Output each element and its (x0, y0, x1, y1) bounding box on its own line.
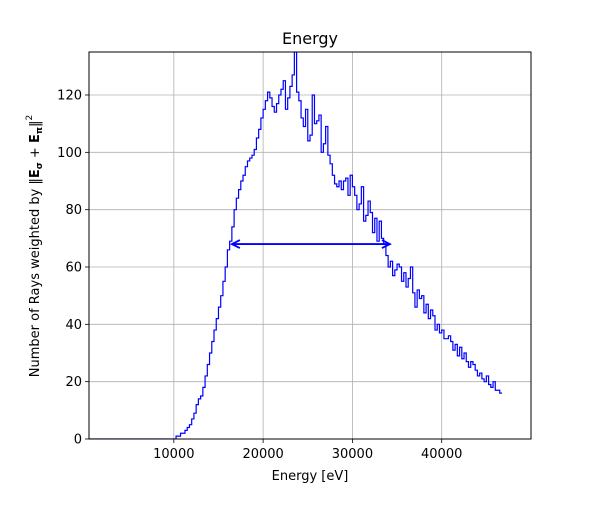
chart-title: Energy (282, 29, 338, 48)
arrow-head-right (381, 239, 392, 249)
plot-frame (88, 51, 532, 440)
y-tick-label: 40 (65, 318, 82, 333)
x-tick-label: 30000 (332, 447, 373, 462)
y-tick-label: 20 (65, 375, 82, 390)
y-tick-label: 60 (65, 261, 82, 276)
y-tick-label: 100 (57, 146, 82, 161)
y-tick-label: 80 (65, 203, 82, 218)
x-tick-label: 40000 (421, 447, 462, 462)
x-tick-label: 10000 (153, 447, 194, 462)
fwhm-arrow (229, 239, 392, 249)
grid (89, 52, 531, 440)
histogram-series-line (89, 52, 502, 439)
y-tick-label: 120 (57, 89, 82, 104)
y-axis-ticks: 0 20 40 60 80 100 120 (57, 89, 89, 448)
y-axis-label: Number of Rays weighted by ‖Eσ + Eπ‖2 (25, 115, 45, 377)
x-axis-label: Energy [eV] (272, 469, 349, 484)
arrow-head-left (229, 239, 241, 249)
x-axis-ticks: 10000 20000 30000 40000 (153, 439, 462, 462)
y-tick-label: 0 (74, 433, 82, 448)
x-tick-label: 20000 (242, 447, 283, 462)
